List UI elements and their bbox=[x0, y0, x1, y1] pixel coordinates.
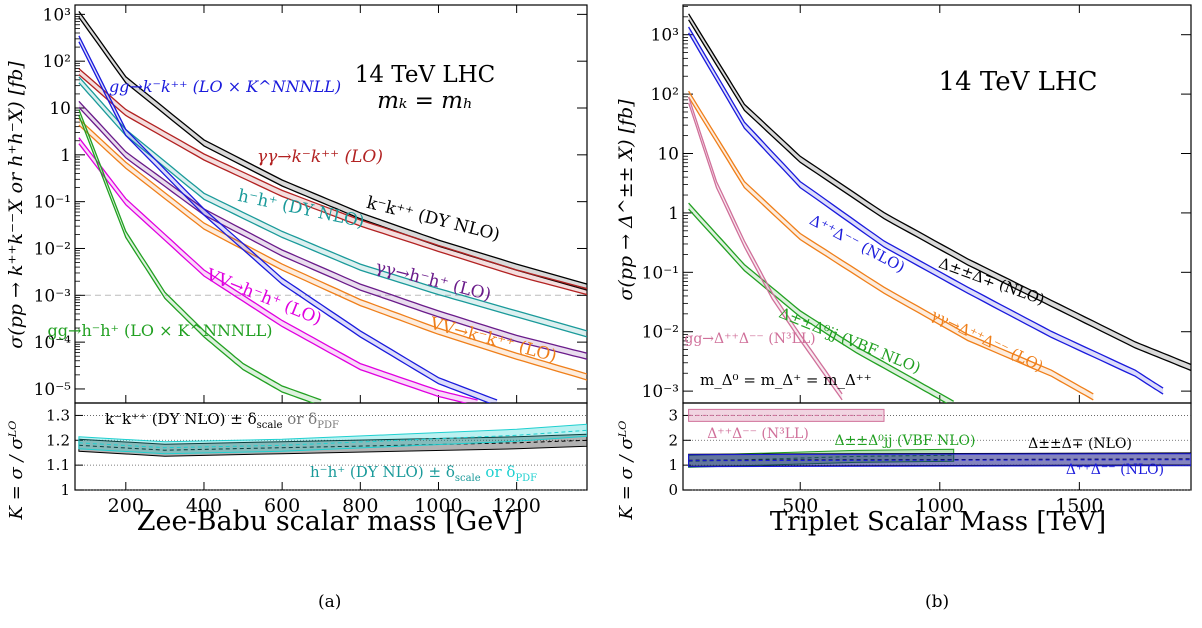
x-tick-label: 1500 bbox=[1055, 495, 1103, 517]
x-tick-label: 800 bbox=[342, 495, 378, 517]
label-gg-kk: gg→k⁻k⁺⁺ (LO × K^NNNLL) bbox=[109, 77, 341, 96]
x-tick-label: 1000 bbox=[414, 495, 462, 517]
series-line-upper bbox=[78, 35, 498, 401]
y-tick-label: 1 bbox=[60, 146, 71, 166]
y-tick-label: 10⁻¹ bbox=[34, 193, 71, 213]
panel-a-lhc-label: 14 TeV LHC bbox=[355, 62, 496, 88]
panel-b-ratio-frame bbox=[682, 402, 1192, 491]
series-line-lower bbox=[687, 102, 843, 401]
series-line-upper bbox=[688, 26, 1164, 389]
series-line-lower bbox=[78, 106, 587, 360]
label-gg-hh: gg→h⁻h⁺ (LO × K^NNNLL) bbox=[48, 321, 273, 340]
y-tick-label: 10³ bbox=[43, 5, 71, 25]
svg-text:h⁻h⁺ (DY NLO) ± δscale or δPDF: h⁻h⁺ (DY NLO) ± δscale or δPDF bbox=[310, 463, 537, 484]
panel-b-lhc-label: 14 TeV LHC bbox=[939, 67, 1098, 97]
series-line-lower bbox=[688, 208, 948, 403]
x-tick-label: 1200 bbox=[492, 495, 540, 517]
ratio-b-label-pp: Δ⁺⁺Δ⁻⁻ (NLO) bbox=[1066, 462, 1164, 478]
series-line-lower bbox=[78, 41, 491, 403]
panel-a-ylabel: σ(pp → k⁺⁺k⁻⁻X or h⁺h⁻X) [fb] bbox=[5, 61, 27, 349]
ratio-band bbox=[78, 423, 587, 455]
y-tick-label: 10⁻⁴ bbox=[34, 333, 72, 353]
ratio-y-tick-label: 2 bbox=[668, 431, 678, 449]
panel-b-chart: 500 1000 1500 10⁻³ 10⁻² 10⁻¹ 1 10 10² 10³ 0 1 2 3 σ(p… bbox=[615, 4, 1192, 537]
series-line-upper bbox=[688, 202, 955, 402]
panel-a-ratio-ylabel: K = σ / σᴸᴼ bbox=[6, 420, 27, 521]
y-tick-label: 10⁻¹ bbox=[642, 263, 679, 283]
ratio-y-tick-label: 1 bbox=[668, 456, 678, 474]
label-b-yy: γγ→Δ⁺⁺Δ⁻⁻ (LO) bbox=[928, 306, 1046, 376]
panel-a-ratio-label-h: h⁻h⁺ (DY NLO) ± δscale or δPDF bbox=[310, 463, 537, 484]
label-yy-kk: γγ→k⁻k⁺⁺ (LO) bbox=[257, 147, 383, 167]
panel-a-ratio-label-k: k⁻k⁺⁺ (DY NLO) ± δscale or δPDF bbox=[105, 410, 339, 431]
series-line-lower bbox=[688, 96, 1094, 401]
series-line-upper bbox=[78, 100, 587, 354]
y-tick-label: 10² bbox=[651, 85, 679, 105]
panel-a-xlabel: Zee-Babu scalar mass [GeV] bbox=[137, 506, 523, 537]
series-line-upper bbox=[78, 68, 587, 290]
ratio-center-line bbox=[78, 439, 587, 451]
series-line-lower bbox=[78, 74, 587, 296]
y-tick-label: 10⁻⁵ bbox=[34, 380, 72, 400]
ratio-b-label-pm: Δ±±Δ∓ (NLO) bbox=[1028, 436, 1132, 452]
label-b-gg: gg→Δ⁺⁺Δ⁻⁻ (N³LL) bbox=[684, 331, 815, 347]
ratio-band bbox=[688, 408, 885, 422]
y-tick-label: 10⁻² bbox=[34, 239, 71, 259]
series-line-upper bbox=[78, 76, 587, 332]
y-tick-label: 10 bbox=[657, 145, 679, 165]
ratio-y-tick-label: 1.2 bbox=[46, 431, 70, 449]
caption-b: (b) bbox=[925, 592, 950, 612]
series-line-lower bbox=[688, 32, 1164, 395]
panel-b-ratio-ylabel: K = σ / σᴸᴼ bbox=[616, 420, 637, 521]
x-tick-label: 200 bbox=[108, 495, 144, 517]
x-tick-label: 400 bbox=[186, 495, 222, 517]
ratio-band bbox=[78, 433, 587, 457]
panel-b-xlabel: Triplet Scalar Mass [TeV] bbox=[770, 507, 1106, 537]
series-line-lower bbox=[78, 143, 468, 403]
panel-b-ylabel: σ(pp → Δ^±± X) [fb] bbox=[615, 99, 637, 301]
series-line-upper bbox=[688, 90, 1094, 395]
label-dy-kk: k⁻k⁺⁺ (DY NLO) bbox=[365, 193, 502, 245]
caption-a: (a) bbox=[318, 592, 342, 612]
series-line-upper bbox=[78, 11, 587, 285]
panel-a-chart: 200 400 600 800 1000 1200 10⁻⁵ 10⁻⁴ 10⁻³ 10⁻² 10⁻¹… bbox=[5, 4, 588, 537]
series-line-upper bbox=[78, 118, 587, 375]
series-line-lower bbox=[78, 115, 315, 403]
ratio-y-tick-label: 0 bbox=[668, 481, 678, 499]
panel-a-mass-eq: mₖ = mₕ bbox=[377, 88, 473, 114]
y-tick-label: 10⁻³ bbox=[34, 286, 71, 306]
ratio-center-line bbox=[78, 429, 587, 449]
panel-b-mass-note: m_Δ⁰ = m_Δ⁺ = m_Δ⁺⁺ bbox=[700, 371, 872, 389]
series-line-upper bbox=[78, 109, 322, 401]
series-line-lower bbox=[78, 124, 587, 381]
series-line-lower bbox=[78, 82, 587, 338]
y-tick-label: 10³ bbox=[651, 26, 679, 46]
x-tick-label: 1000 bbox=[916, 495, 964, 517]
x-tick-label: 600 bbox=[264, 495, 300, 517]
y-tick-label: 10² bbox=[43, 52, 71, 72]
y-tick-label: 10⁻² bbox=[642, 323, 679, 343]
ratio-y-tick-label: 1.3 bbox=[46, 406, 70, 424]
series-line-upper bbox=[688, 13, 1191, 366]
series-line-lower bbox=[688, 19, 1191, 372]
ratio-b-label-n3ll: Δ⁺⁺Δ⁻⁻ (N³LL) bbox=[707, 426, 809, 442]
series-line-upper bbox=[78, 137, 478, 401]
ratio-b-label-vbf: Δ±±Δ⁰jj (VBF NLO) bbox=[835, 433, 976, 449]
ratio-band bbox=[688, 453, 1191, 468]
y-tick-label: 10 bbox=[49, 99, 71, 119]
ratio-y-tick-label: 3 bbox=[668, 406, 678, 424]
series-line-upper bbox=[687, 96, 843, 395]
y-tick-label: 10⁻³ bbox=[642, 382, 679, 402]
svg-text:k⁻k⁺⁺ (DY NLO) ± δscale or δPD: k⁻k⁺⁺ (DY NLO) ± δscale or δPDF bbox=[105, 410, 339, 431]
x-tick-label: 500 bbox=[782, 495, 818, 517]
ratio-y-tick-label: 1 bbox=[60, 481, 70, 499]
ratio-y-tick-label: 1.1 bbox=[46, 456, 70, 474]
y-tick-label: 1 bbox=[668, 204, 679, 224]
